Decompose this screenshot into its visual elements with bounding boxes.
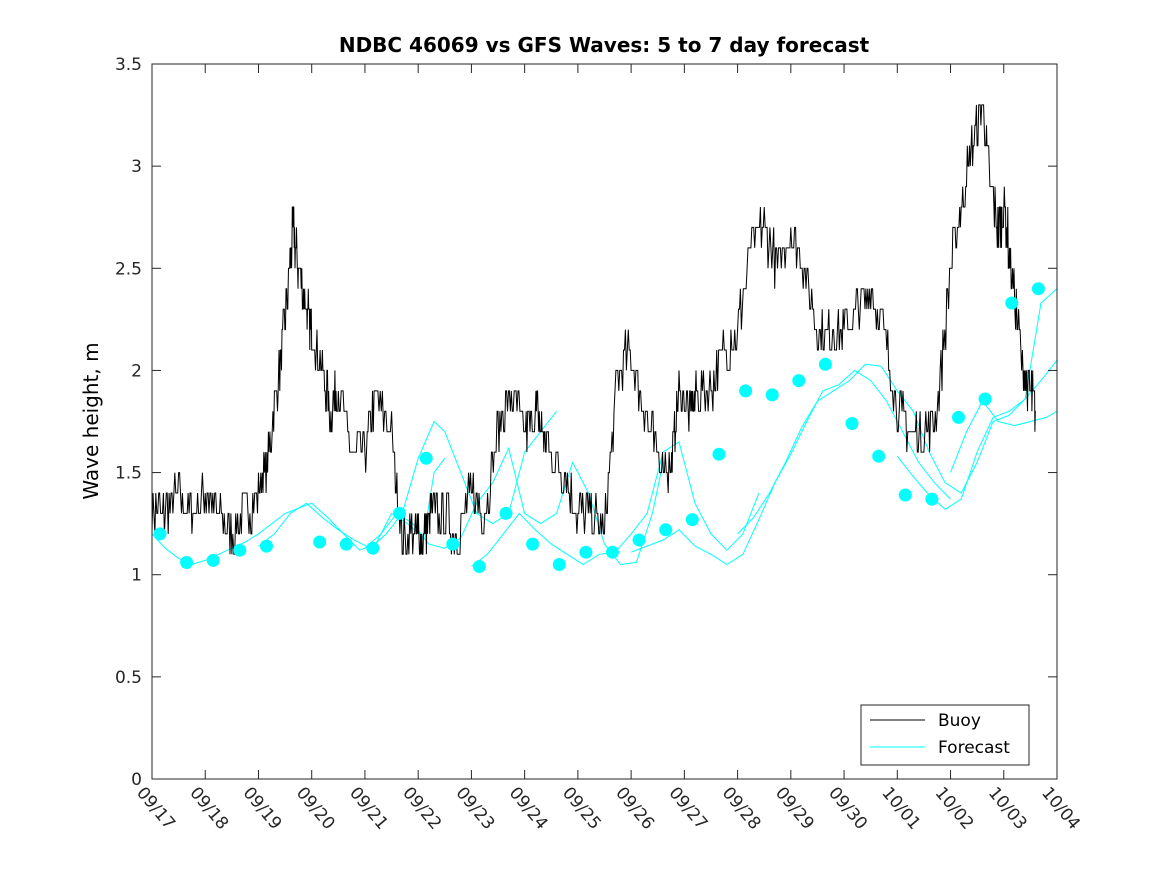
forecast-point bbox=[446, 537, 460, 551]
forecast-point bbox=[206, 553, 220, 567]
y-tick-label: 2 bbox=[131, 361, 142, 381]
forecast-line-7 bbox=[950, 400, 1058, 473]
forecast-point bbox=[233, 543, 247, 557]
forecast-point bbox=[153, 527, 167, 541]
y-tick-label: 0 bbox=[131, 770, 142, 790]
forecast-point bbox=[579, 545, 593, 559]
y-tick-label: 1.5 bbox=[115, 464, 142, 484]
forecast-point bbox=[606, 545, 619, 559]
data-layer bbox=[151, 104, 1058, 573]
legend-box bbox=[860, 704, 1030, 766]
forecast-point bbox=[872, 449, 886, 463]
forecast-point bbox=[792, 374, 806, 388]
forecast-point bbox=[366, 541, 380, 555]
forecast-point bbox=[393, 506, 406, 520]
legend-buoy-label: Buoy bbox=[938, 711, 981, 731]
forecast-point bbox=[499, 506, 513, 520]
legend: Buoy Forecast bbox=[860, 704, 1030, 766]
forecast-point bbox=[526, 537, 540, 551]
forecast-point bbox=[260, 539, 273, 553]
forecast-point bbox=[765, 388, 779, 402]
forecast-point bbox=[712, 447, 726, 461]
forecast-point bbox=[552, 558, 566, 571]
y-tick-label: 3 bbox=[131, 157, 142, 177]
y-axis-label: Wave height, m bbox=[79, 342, 103, 499]
forecast-point bbox=[472, 560, 486, 573]
chart-title: NDBC 46069 vs GFS Waves: 5 to 7 day fore… bbox=[339, 33, 870, 57]
legend-forecast-label: Forecast bbox=[938, 738, 1010, 758]
forecast-point bbox=[818, 357, 832, 371]
forecast-point bbox=[1005, 296, 1019, 310]
y-tick-label: 1 bbox=[131, 566, 142, 586]
forecast-point bbox=[739, 384, 753, 398]
buoy-line bbox=[151, 104, 1036, 555]
forecast-point bbox=[1031, 282, 1045, 296]
forecast-point bbox=[339, 537, 353, 551]
forecast-point bbox=[898, 488, 912, 502]
forecast-point bbox=[845, 417, 859, 430]
forecast-point bbox=[313, 535, 327, 549]
y-tick-label: 2.5 bbox=[115, 259, 142, 279]
plot-area bbox=[152, 64, 1057, 779]
forecast-point bbox=[632, 533, 646, 547]
forecast-point bbox=[685, 513, 699, 527]
forecast-line-5 bbox=[737, 359, 1058, 535]
forecast-point bbox=[952, 410, 965, 424]
forecast-line-6 bbox=[896, 288, 1058, 510]
forecast-point bbox=[659, 523, 673, 537]
axes-box bbox=[151, 63, 1058, 780]
forecast-point bbox=[978, 392, 992, 406]
forecast-point bbox=[180, 556, 194, 569]
forecast-point bbox=[925, 492, 939, 506]
y-tick-label: 0.5 bbox=[115, 668, 142, 688]
forecast-point bbox=[419, 451, 433, 465]
y-tick-label: 3.5 bbox=[115, 55, 142, 75]
